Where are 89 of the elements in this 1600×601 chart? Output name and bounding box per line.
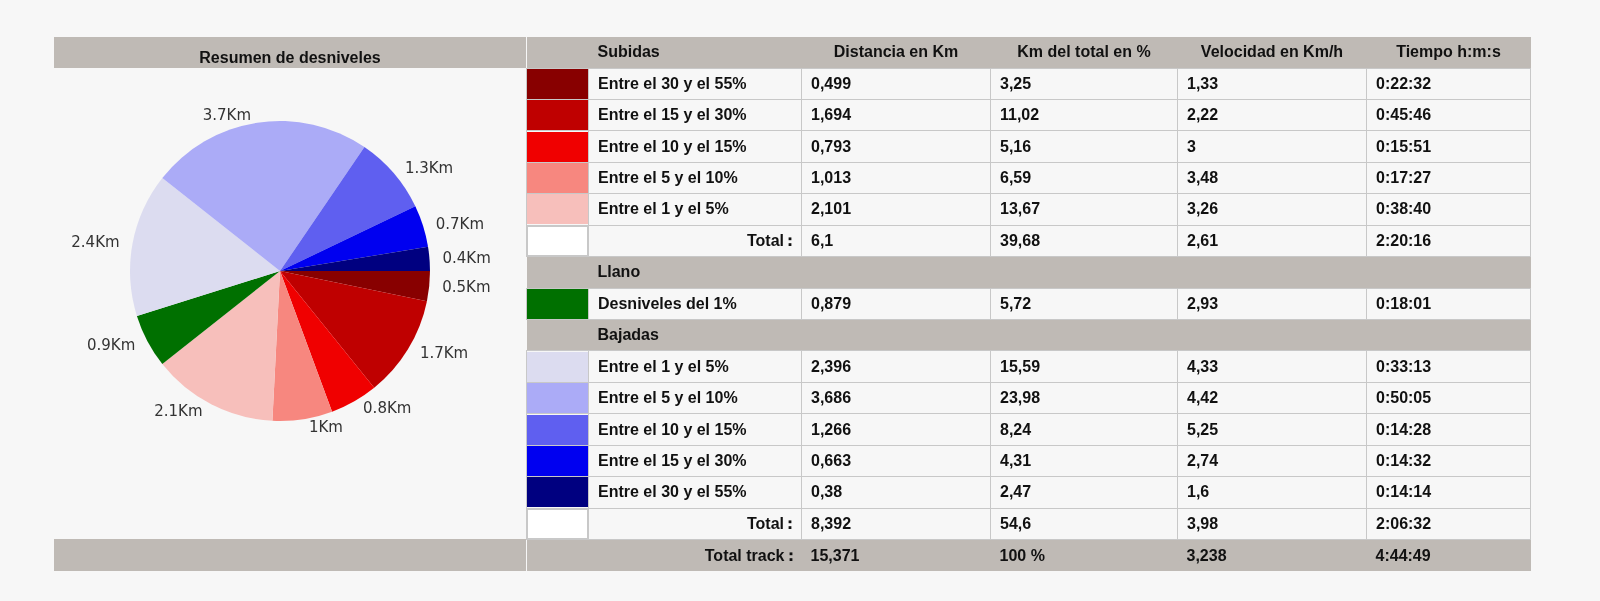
data-label: 2.1Km <box>154 402 203 421</box>
data-label: 3,26 <box>1177 193 1367 226</box>
series-label: Velocidad en Km/h <box>1199 42 1345 63</box>
data-label: 4:44:49 <box>1366 539 1531 571</box>
series-label: Km del total en % <box>1016 42 1152 63</box>
category-label: Entre el 5 y el 10% <box>598 389 738 407</box>
data-label: 2,47 <box>990 476 1178 509</box>
category-label: Entre el 15 y el 30% <box>598 451 747 469</box>
category-label: Bajadas <box>596 325 660 346</box>
category-label: Entre el 15 y el 30% <box>598 106 747 124</box>
data-label: 3.7Km <box>202 105 252 124</box>
data-label: 2,93 <box>1177 288 1367 320</box>
category-label: Entre el 1 y el 5% <box>598 357 729 375</box>
data-label: 1,694 <box>801 99 991 131</box>
data-label: 1,013 <box>801 162 991 194</box>
category-label: Total track <box>704 546 785 564</box>
data-label: 2,396 <box>801 350 991 383</box>
data-label: 0,793 <box>801 130 991 163</box>
data-label: 23,98 <box>990 382 1178 414</box>
category-label: Entre el 5 y el 10% <box>598 169 738 187</box>
data-label: 0:50:05 <box>1366 382 1531 414</box>
category-label: Entre el 30 y el 55% <box>598 483 747 501</box>
data-label: 13,67 <box>990 193 1178 226</box>
data-label: 0,499 <box>801 68 991 100</box>
data-label: 0:38:40 <box>1366 193 1531 226</box>
data-label: 100 % <box>990 539 1178 571</box>
category-label: Total <box>746 514 784 532</box>
data-label: 8,24 <box>990 413 1178 446</box>
category-label: Desniveles del 1% <box>598 294 737 312</box>
data-label: 2:20:16 <box>1366 225 1531 257</box>
text: Subidas <box>596 42 661 63</box>
data-label: 0:14:32 <box>1366 445 1531 477</box>
data-label: 54,6 <box>990 508 1178 540</box>
series-label: Tiempo h:m:s <box>1395 42 1502 63</box>
data-label: 0,38 <box>801 476 991 509</box>
data-label: 1,33 <box>1177 68 1367 100</box>
data-label: 39,68 <box>990 225 1178 257</box>
data-label: 6,59 <box>990 162 1178 194</box>
data-label: 0:18:01 <box>1366 288 1531 320</box>
category-label: Entre el 10 y el 15% <box>598 137 747 155</box>
data-label: 3,98 <box>1177 508 1367 540</box>
data-label: 1.3Km <box>404 159 454 178</box>
data-label: 3 <box>1177 130 1367 163</box>
data-label: 4,33 <box>1177 350 1367 383</box>
data-label: 3,25 <box>990 68 1178 100</box>
data-label: 15,59 <box>990 350 1178 383</box>
data-label: 0:17:27 <box>1366 162 1531 194</box>
data-label: 2:06:32 <box>1366 508 1531 540</box>
data-label: 1,6 <box>1177 476 1367 509</box>
data-label: 5,25 <box>1177 413 1367 446</box>
series-label: Distancia en Km <box>832 42 960 63</box>
data-label: 0:14:28 <box>1366 413 1531 446</box>
data-label: 2,74 <box>1177 445 1367 477</box>
chart-title: Resumen de desniveles <box>199 48 381 66</box>
data-label: 3,48 <box>1177 162 1367 194</box>
data-label: 2,61 <box>1177 225 1367 257</box>
category-label: Llano <box>596 262 642 283</box>
data-label: 0.5Km <box>442 277 491 296</box>
data-label: 0.4Km <box>442 249 491 268</box>
data-label: 4,31 <box>990 445 1178 477</box>
data-label: 0.7Km <box>435 214 485 233</box>
data-label: 1Km <box>308 418 343 437</box>
data-label: 2.4Km <box>71 233 120 252</box>
data-label: 2,22 <box>1177 99 1367 131</box>
data-label: 11,02 <box>990 99 1178 131</box>
data-label: 0:33:13 <box>1366 350 1531 383</box>
category-label: Entre el 1 y el 5% <box>598 200 729 218</box>
data-label: 6,1 <box>801 225 991 257</box>
data-label: 4,42 <box>1177 382 1367 414</box>
data-label: 0,663 <box>801 445 991 477</box>
data-label: 0:14:14 <box>1366 476 1531 509</box>
data-label: 2,101 <box>801 193 991 226</box>
data-label: 0:45:46 <box>1366 99 1531 131</box>
data-label: 0:15:51 <box>1366 130 1531 163</box>
data-label: 0.8Km <box>363 399 412 418</box>
data-label: 1.7Km <box>419 344 469 363</box>
category-label: Total <box>746 231 784 249</box>
data-label: 3,238 <box>1177 539 1367 571</box>
data-label: 1,266 <box>801 413 991 446</box>
data-label: 5,16 <box>990 130 1178 163</box>
data-label: 0,879 <box>801 288 991 320</box>
data-label: 8,392 <box>801 508 991 540</box>
data-label: 0:22:32 <box>1366 68 1531 100</box>
category-label: Entre el 10 y el 15% <box>598 420 747 438</box>
data-label: 5,72 <box>990 288 1178 320</box>
category-label: Entre el 30 y el 55% <box>598 74 747 92</box>
data-label: 3,686 <box>801 382 991 414</box>
data-label: 0.9Km <box>87 335 136 354</box>
data-label: 15,371 <box>801 539 991 571</box>
